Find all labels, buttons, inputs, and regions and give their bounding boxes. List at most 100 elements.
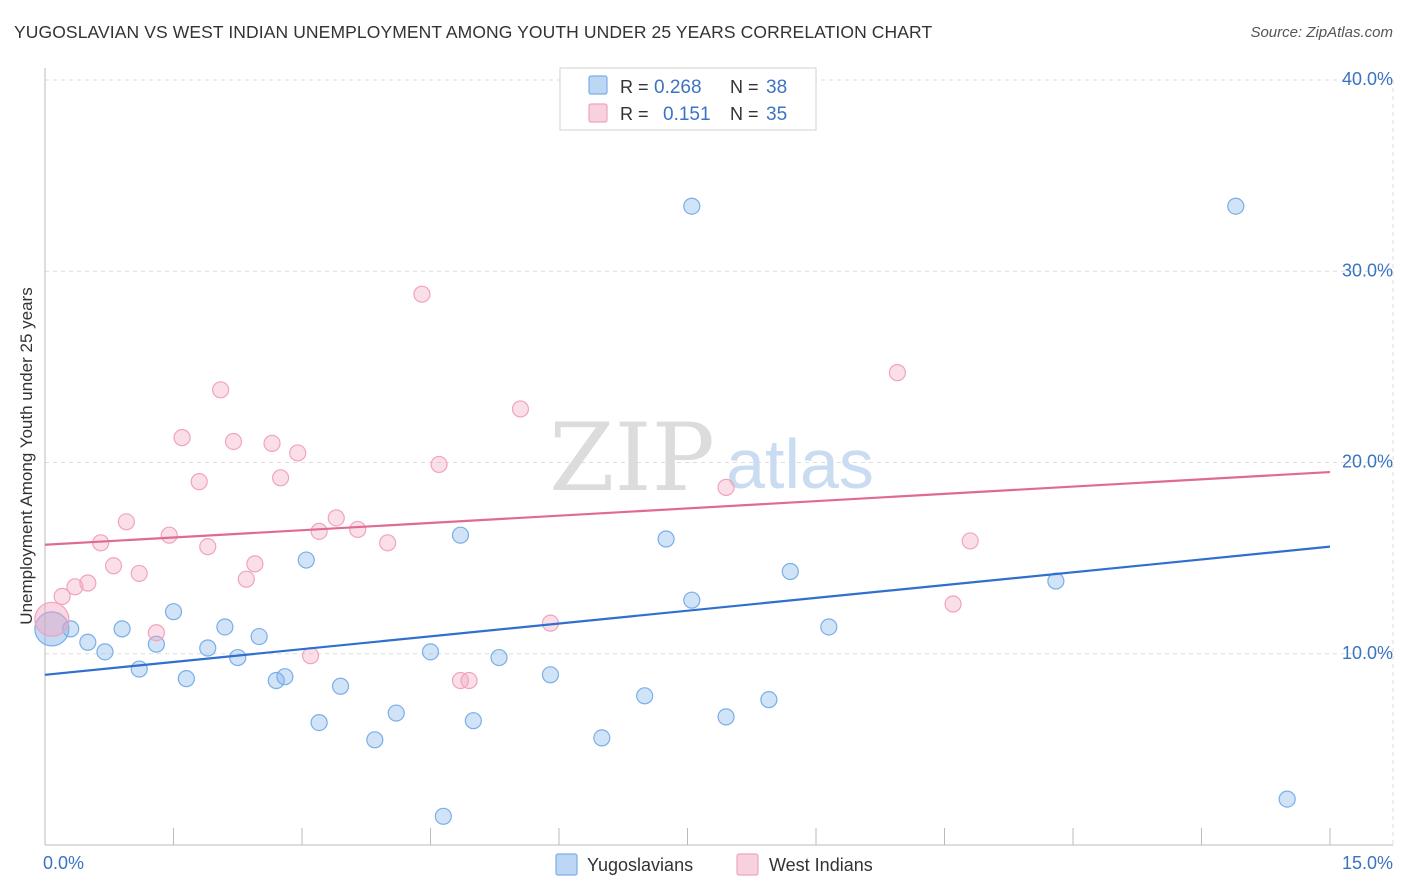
west-indians-point — [511, 400, 530, 418]
yugoslavians-point — [96, 643, 114, 661]
yugoslavians-point — [781, 562, 799, 581]
west-indians-point — [117, 513, 135, 531]
west-indians-point — [888, 364, 906, 382]
stats-legend-n-label: N = — [730, 77, 759, 97]
west-indians-point — [327, 509, 345, 527]
yugoslavians-point — [276, 668, 294, 686]
yugoslavians-point — [683, 591, 701, 609]
stats-legend-n-label: N = — [730, 104, 759, 124]
yugoslavians-point — [1227, 197, 1245, 215]
west-indians-point — [130, 564, 148, 583]
yugoslavians-point — [717, 708, 735, 726]
yugoslavians-point — [421, 643, 440, 661]
yugoslavians-point — [164, 603, 183, 621]
yugoslavians-point — [593, 729, 611, 747]
west-indians-point — [212, 381, 230, 399]
chart-title: YUGOSLAVIAN VS WEST INDIAN UNEMPLOYMENT … — [14, 22, 933, 42]
west-indians-point — [34, 601, 70, 637]
west-indians-point — [224, 432, 243, 451]
west-indians-point — [301, 647, 320, 665]
yugoslavians-point — [434, 807, 452, 825]
source-credit: Source: ZipAtlas.com — [1250, 24, 1393, 41]
yugoslavians-point — [1278, 790, 1296, 808]
west-indians-point — [271, 469, 290, 487]
y-tick-labels: 10.0% 20.0% 30.0% 40.0% — [1342, 69, 1393, 663]
watermark: ZIP atlas — [549, 404, 874, 513]
west-indians-points — [34, 285, 979, 690]
legend-swatch-west-indians — [736, 853, 759, 876]
yugoslavians-point — [267, 671, 285, 690]
yugoslavians-point — [387, 704, 405, 722]
west-indians-point — [173, 429, 191, 447]
west-indians-point — [263, 434, 281, 452]
stats-legend-swatch-yugoslavians — [588, 75, 608, 95]
y-tick-label: 30.0% — [1342, 260, 1393, 280]
yugoslavians-point — [636, 687, 654, 705]
legend-label-west-indians: West Indians — [769, 855, 873, 875]
yugoslavians-point — [464, 712, 482, 730]
yugoslavians-point — [310, 713, 328, 732]
stats-legend-n-value: 35 — [766, 104, 787, 125]
stats-legend-r-label: R = — [620, 104, 649, 124]
y-tick-label: 10.0% — [1342, 643, 1393, 663]
y-tick-label: 40.0% — [1342, 69, 1393, 89]
watermark-zip: ZIP — [549, 404, 715, 513]
yugoslavians-point — [177, 670, 195, 688]
yugoslavians-points — [34, 197, 1296, 825]
west-indians-point — [147, 624, 165, 642]
yugoslavians-point — [130, 660, 148, 678]
yugoslavians-point — [331, 677, 350, 695]
west-indians-point — [961, 532, 979, 550]
watermark-atlas: atlas — [726, 425, 874, 503]
yugoslavians-trend-line — [44, 545, 1331, 676]
west-indians-point — [413, 285, 431, 303]
legend-label-yugoslavians: Yugoslavians — [587, 855, 693, 875]
west-indians-point — [66, 578, 84, 596]
x-tick-label-min: 0.0% — [43, 853, 84, 873]
yugoslavians-point — [229, 648, 247, 667]
yugoslavians-point — [366, 731, 384, 749]
yugoslavians-point — [297, 551, 315, 569]
west-indians-point — [79, 574, 97, 592]
trend-lines — [44, 470, 1331, 676]
yugoslavians-point — [760, 691, 778, 709]
west-indians-point — [349, 520, 367, 539]
yugoslavians-point — [34, 611, 70, 647]
west-indians-point — [190, 473, 208, 491]
west-indians-point — [379, 534, 397, 552]
yugoslavians-point — [541, 666, 560, 684]
yugoslavians-point — [451, 526, 470, 544]
stats-legend: R = 0.268 N = 38 R = 0.151 N = 35 — [559, 67, 817, 131]
series-legend: Yugoslavians West Indians — [555, 853, 873, 876]
axes — [44, 68, 1393, 846]
yugoslavians-point — [199, 639, 217, 657]
west-indians-point — [104, 557, 123, 575]
west-indians-point — [160, 526, 178, 544]
stats-legend-r-label: R = — [620, 77, 649, 97]
stats-legend-n-value: 38 — [766, 77, 787, 98]
stats-legend-r-value: 0.151 — [663, 104, 711, 125]
yugoslavians-point — [490, 648, 508, 667]
yugoslavians-point — [820, 618, 838, 636]
west-indians-point — [460, 671, 478, 690]
west-indians-point — [199, 538, 217, 556]
stats-legend-r-value: 0.268 — [654, 77, 702, 98]
west-indians-point — [246, 555, 264, 573]
yugoslavians-point — [657, 530, 675, 548]
west-indians-point — [53, 587, 71, 605]
yugoslavians-point — [216, 618, 234, 636]
stats-legend-swatch-west-indians — [588, 103, 608, 123]
yugoslavians-point — [113, 620, 131, 638]
yugoslavians-point — [250, 627, 268, 646]
west-indians-trend-line — [44, 470, 1331, 546]
yugoslavians-point — [62, 620, 80, 638]
yugoslavians-point — [79, 633, 97, 651]
yugoslavians-point — [683, 197, 701, 215]
legend-swatch-yugoslavians — [555, 853, 578, 876]
y-tick-label: 20.0% — [1342, 452, 1393, 472]
x-tick-label-max: 15.0% — [1342, 853, 1393, 873]
grid-lines — [45, 79, 1394, 845]
west-indians-point — [430, 455, 448, 474]
west-indians-point — [237, 570, 255, 588]
